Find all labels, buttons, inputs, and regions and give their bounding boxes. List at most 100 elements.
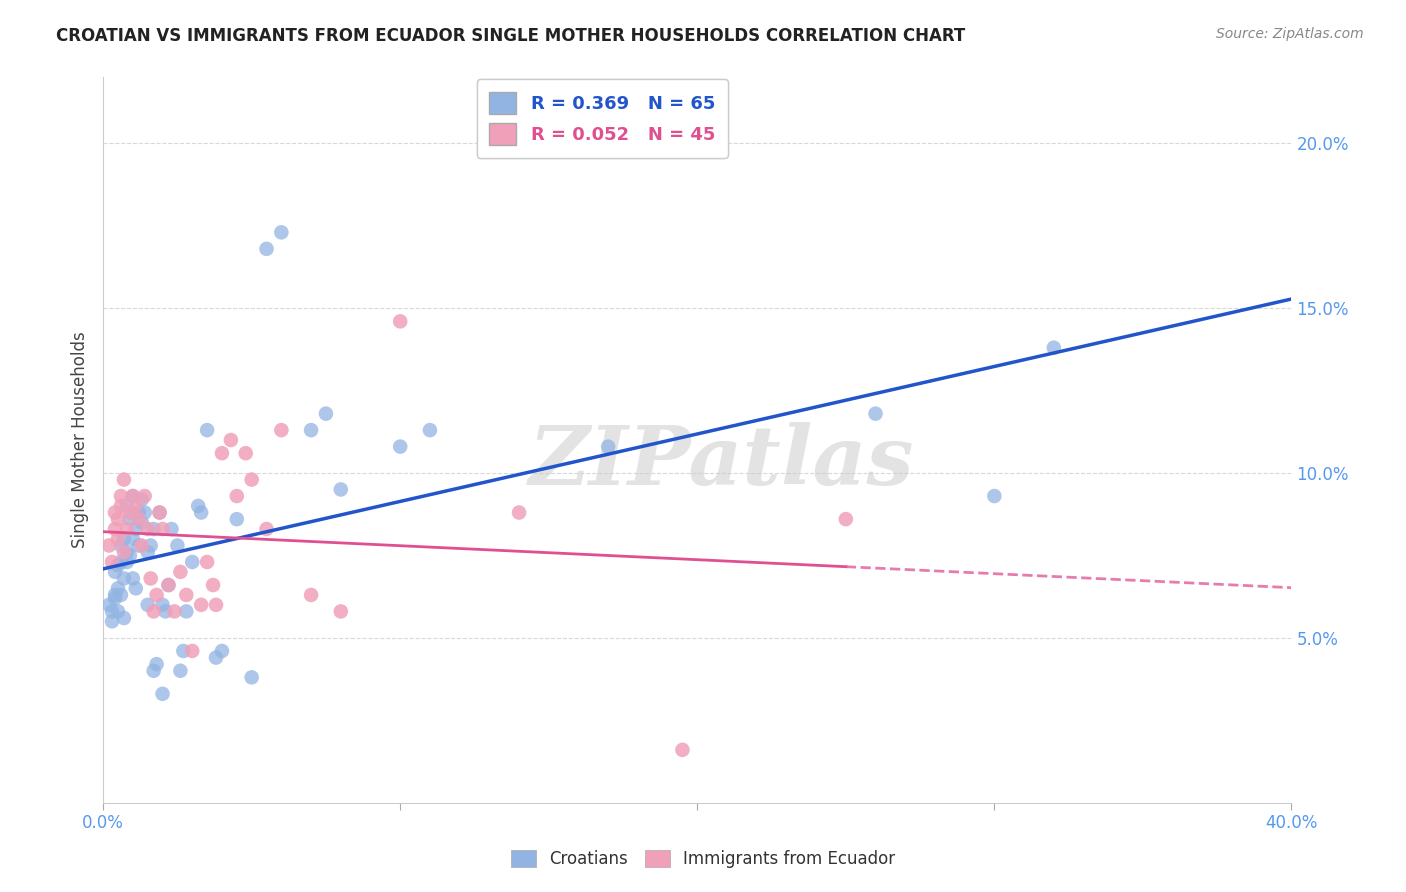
Point	[152, 687, 174, 701]
Point	[131, 516, 153, 530]
Point	[131, 539, 153, 553]
Point	[115, 499, 138, 513]
Point	[181, 555, 204, 569]
Point	[983, 489, 1005, 503]
Point	[211, 644, 233, 658]
Point	[125, 522, 148, 536]
Point	[128, 506, 150, 520]
Point	[181, 644, 204, 658]
Legend: Croatians, Immigrants from Ecuador: Croatians, Immigrants from Ecuador	[505, 843, 901, 875]
Point	[145, 657, 167, 672]
Point	[160, 522, 183, 536]
Point	[104, 522, 127, 536]
Point	[121, 571, 143, 585]
Point	[195, 555, 218, 569]
Point	[315, 407, 337, 421]
Point	[152, 598, 174, 612]
Point	[98, 598, 121, 612]
Point	[128, 539, 150, 553]
Point	[389, 440, 412, 454]
Point	[110, 489, 132, 503]
Point	[125, 582, 148, 596]
Point	[176, 588, 198, 602]
Point	[136, 598, 159, 612]
Point	[163, 604, 186, 618]
Point	[145, 588, 167, 602]
Point	[136, 522, 159, 536]
Point	[389, 314, 412, 328]
Point	[112, 571, 135, 585]
Point	[225, 489, 247, 503]
Point	[115, 555, 138, 569]
Point	[139, 539, 162, 553]
Point	[299, 423, 322, 437]
Point	[118, 549, 141, 563]
Point	[152, 522, 174, 536]
Point	[256, 522, 278, 536]
Point	[190, 506, 212, 520]
Point	[118, 512, 141, 526]
Point	[270, 225, 292, 239]
Point	[176, 604, 198, 618]
Point	[112, 532, 135, 546]
Point	[104, 506, 127, 520]
Point	[225, 512, 247, 526]
Point	[134, 506, 156, 520]
Point	[299, 588, 322, 602]
Point	[139, 571, 162, 585]
Text: CROATIAN VS IMMIGRANTS FROM ECUADOR SINGLE MOTHER HOUSEHOLDS CORRELATION CHART: CROATIAN VS IMMIGRANTS FROM ECUADOR SING…	[56, 27, 966, 45]
Point	[219, 433, 242, 447]
Point	[110, 539, 132, 553]
Point	[1042, 341, 1064, 355]
Point	[187, 499, 209, 513]
Point	[107, 512, 129, 526]
Point	[148, 506, 170, 520]
Point	[169, 565, 191, 579]
Point	[110, 555, 132, 569]
Point	[172, 644, 194, 658]
Point	[125, 499, 148, 513]
Point	[136, 545, 159, 559]
Point	[107, 582, 129, 596]
Point	[98, 539, 121, 553]
Point	[104, 565, 127, 579]
Point	[104, 588, 127, 602]
Point	[128, 512, 150, 526]
Text: Source: ZipAtlas.com: Source: ZipAtlas.com	[1216, 27, 1364, 41]
Point	[195, 423, 218, 437]
Point	[155, 604, 177, 618]
Point	[671, 743, 693, 757]
Point	[101, 615, 124, 629]
Point	[419, 423, 441, 437]
Point	[148, 506, 170, 520]
Point	[107, 532, 129, 546]
Point	[166, 539, 188, 553]
Legend: R = 0.369   N = 65, R = 0.052   N = 45: R = 0.369 N = 65, R = 0.052 N = 45	[477, 79, 728, 158]
Point	[101, 555, 124, 569]
Point	[107, 604, 129, 618]
Point	[256, 242, 278, 256]
Point	[235, 446, 257, 460]
Point	[240, 473, 263, 487]
Point	[835, 512, 858, 526]
Point	[112, 473, 135, 487]
Point	[240, 670, 263, 684]
Point	[142, 604, 165, 618]
Point	[121, 489, 143, 503]
Point	[112, 545, 135, 559]
Point	[142, 664, 165, 678]
Point	[110, 499, 132, 513]
Point	[190, 598, 212, 612]
Point	[112, 611, 135, 625]
Point	[157, 578, 180, 592]
Point	[118, 506, 141, 520]
Point	[104, 591, 127, 606]
Point	[110, 588, 132, 602]
Point	[107, 558, 129, 573]
Point	[205, 650, 228, 665]
Point	[329, 604, 352, 618]
Point	[598, 440, 620, 454]
Point	[202, 578, 225, 592]
Point	[121, 489, 143, 503]
Point	[115, 545, 138, 559]
